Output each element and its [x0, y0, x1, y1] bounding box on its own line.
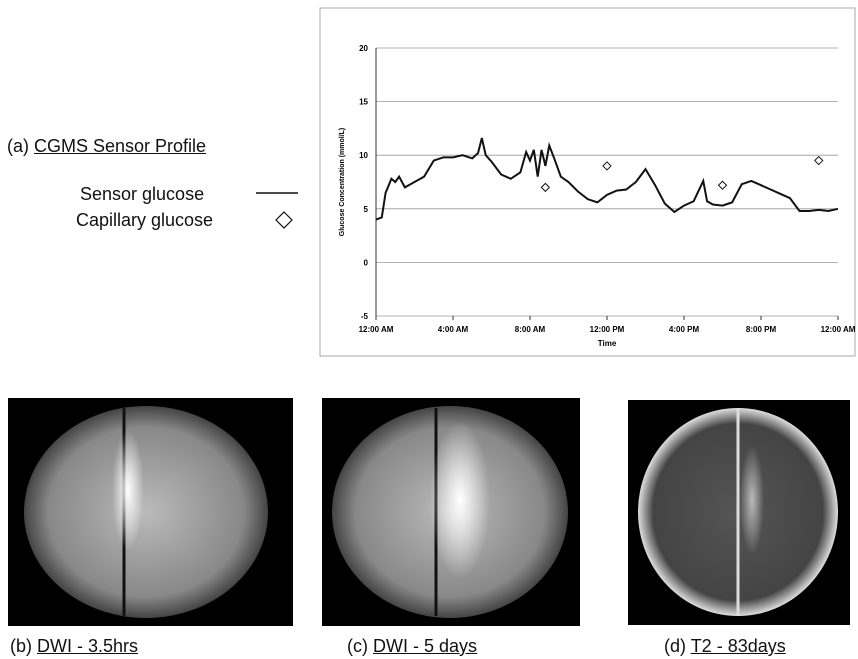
x-tick-label: 4:00 AM — [438, 325, 469, 334]
sensor-line — [375, 137, 839, 221]
capillary-point — [602, 161, 612, 171]
panel-label: (b) DWI - 3.5hrs — [10, 636, 138, 657]
panel-title: DWI - 5 days — [373, 636, 478, 656]
y-tick-label: 10 — [359, 151, 368, 160]
panel-letter: (d) — [664, 636, 686, 656]
y-tick-label: -5 — [361, 312, 369, 321]
x-tick-label: 8:00 PM — [746, 325, 777, 334]
y-tick-label: 0 — [364, 258, 369, 267]
x-tick-label: 12:00 PM — [590, 325, 625, 334]
mri-c — [322, 398, 580, 626]
y-tick-label: 15 — [359, 98, 368, 107]
panel-letter: (b) — [10, 636, 32, 656]
panel-letter: (c) — [347, 636, 368, 656]
mri-d — [628, 400, 850, 625]
legend-diamond — [275, 211, 293, 229]
x-tick-label: 12:00 AM — [821, 325, 856, 334]
x-tick-label: 4:00 PM — [669, 325, 700, 334]
panel-title: T2 - 83days — [690, 636, 786, 656]
mri-b — [8, 398, 293, 626]
panel-label: (d) T2 - 83days — [664, 636, 786, 657]
capillary-point — [540, 182, 551, 193]
legend-label: Sensor glucose — [80, 184, 204, 204]
chart-frame — [319, 7, 856, 357]
x-tick-label: 12:00 AM — [359, 325, 394, 334]
panel-title: CGMS Sensor Profile — [34, 136, 207, 156]
capillary-point — [814, 155, 824, 166]
y-tick-label: 20 — [359, 44, 368, 53]
y-axis-label: Glucose Concentration (mmol/L) — [339, 128, 346, 237]
x-axis-label: Time — [598, 339, 617, 348]
panel-letter: (a) — [7, 136, 29, 156]
y-tick-label: 5 — [364, 205, 369, 214]
legend-label: Capillary glucose — [76, 210, 213, 230]
capillary-point — [717, 180, 728, 190]
panel-title: DWI - 3.5hrs — [37, 636, 139, 656]
x-tick-label: 8:00 AM — [515, 325, 546, 334]
panel-label: (a) CGMS Sensor Profile — [7, 136, 206, 157]
panel-label: (c) DWI - 5 days — [347, 636, 477, 657]
